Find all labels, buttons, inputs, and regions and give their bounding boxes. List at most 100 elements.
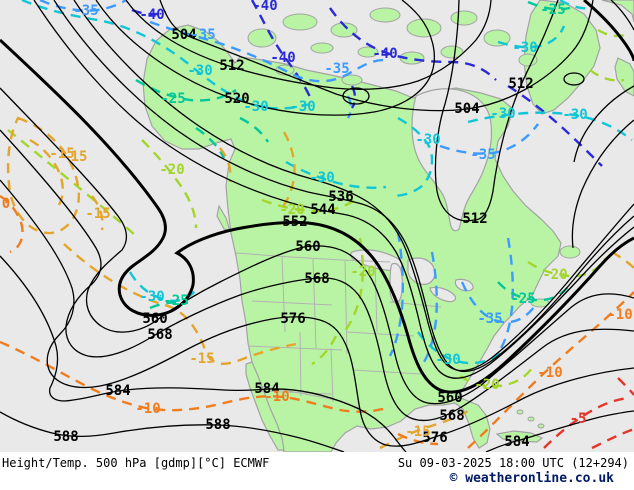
temp-contour-label: -20 [279,202,304,218]
map-valid-time: Su 09-03-2025 18:00 UTC (12+294) [397,456,629,470]
temp-contour-label: -5 [570,411,587,427]
height-contour-520 [571,119,634,249]
temp-contour-label: -35 [470,147,495,163]
height-contour-568 [0,129,634,422]
temp-contour--35 [388,231,404,357]
temp-contour-label: -15 [49,146,74,162]
temp-contour-label: -25 [160,91,185,107]
height-contour-label: 552 [282,214,307,230]
water-body [389,262,403,303]
temp-contour-label: -40 [252,0,277,14]
temp-contour--35 [422,251,438,363]
contour-map-canvas: 5045125205045125125365445525605685605685… [0,0,634,452]
temp-contour--25 [239,116,270,143]
temp-contour--30 [467,111,633,141]
temp-contour--20 [141,139,198,229]
temp-contour-label: -20 [542,267,567,283]
height-contour-536 [53,0,634,373]
temp-contour-label: -20 [474,377,499,393]
height-contour-label: 560 [142,311,167,327]
temp-contour-label: -30 [490,106,515,122]
height-contour-504 [159,0,594,112]
temp-contour--30 [391,116,434,198]
temp-contour--30 [285,160,387,189]
height-contour-520 [95,0,435,116]
height-contour-512 [434,0,559,222]
temp-contour--35 [498,237,514,351]
temp-contour-label: -30 [139,289,164,305]
temp-contour-label: -40 [139,7,164,23]
height-contour-label: 588 [53,429,78,445]
temp-contour-label: -35 [477,311,502,327]
temp-contour-label: -10 [537,365,562,381]
temp-contour--35 [439,123,539,155]
temp-contour--15 [6,116,80,235]
island [369,7,401,23]
height-contour-label: 568 [147,327,172,343]
weather-map: 504 512 520 504 512 512 536 544 552 560 568 560 568 5… [0,0,634,452]
height-contour-label: 504 [171,27,196,43]
island [357,46,379,58]
height-contour-512 [125,0,492,90]
height-contour-label: 576 [422,430,447,446]
height-contour-552 [0,38,634,394]
height-contour-508 [610,0,634,31]
temp-contour-label: 0 [2,196,10,212]
temp-contour--40 [507,84,603,167]
height-contour-label: 560 [437,390,462,406]
height-contour-label: 568 [304,271,329,287]
state-border [281,256,286,333]
height-contour-label: 584 [504,434,529,450]
temp-contour--40 [329,7,497,81]
temp-contour--30 [497,25,566,49]
temp-contour-label: -15 [189,351,214,367]
temp-contour--15 [29,138,64,207]
temp-contour-label: -15 [85,206,110,222]
state-border [299,331,302,397]
height-contour-label: 512 [508,76,533,92]
temp-contour--5 [591,427,634,450]
height-contour-label: 512 [219,58,244,74]
temp-contour--20 [589,69,625,82]
island [406,18,442,38]
temp-contour--20 [597,28,629,38]
island [483,29,511,47]
temp-contour-label: -30 [562,107,587,123]
temp-contour--30 [559,0,595,10]
land-polygon [601,0,634,23]
height-contour-584 [485,410,634,452]
temp-contour-label: -10 [607,307,632,323]
state-border [344,260,348,355]
height-contour-label: 588 [205,417,230,433]
temp-contour--20 [261,197,359,213]
height-contour-544 [33,0,634,379]
temp-contour-label: -30 [415,132,440,148]
height-contour-504 [583,0,634,62]
temp-contour--10 [0,340,391,413]
temp-contour-label: -35 [73,3,98,19]
temp-contour-label: -10 [264,389,289,405]
temp-contour-label: -25 [540,2,565,18]
temp-contour-label: -30 [512,40,537,56]
temp-contour-label: -25 [163,293,188,309]
temp-contour--30 [417,331,505,365]
temp-contour-label: -20 [159,162,184,178]
temp-contour--15 [379,408,471,450]
land-polygon [495,430,544,443]
temp-contour-label: -30 [243,99,268,115]
island [282,13,318,31]
state-border [330,347,334,403]
island [516,409,524,415]
height-contour-496 [342,87,370,105]
map-footer: Height/Temp. 500 hPa [gdmp][°C] ECMWF Su… [0,452,634,490]
temp-contour-label: -30 [309,170,334,186]
island [450,10,478,26]
height-contour-label: 584 [254,381,279,397]
temp-contour-label: -30 [290,99,315,115]
land-polygon [523,0,601,115]
island [310,42,334,54]
temp-contour--5 [617,377,634,396]
state-border [247,345,343,351]
island [537,423,545,429]
height-contour-label: 512 [462,211,487,227]
